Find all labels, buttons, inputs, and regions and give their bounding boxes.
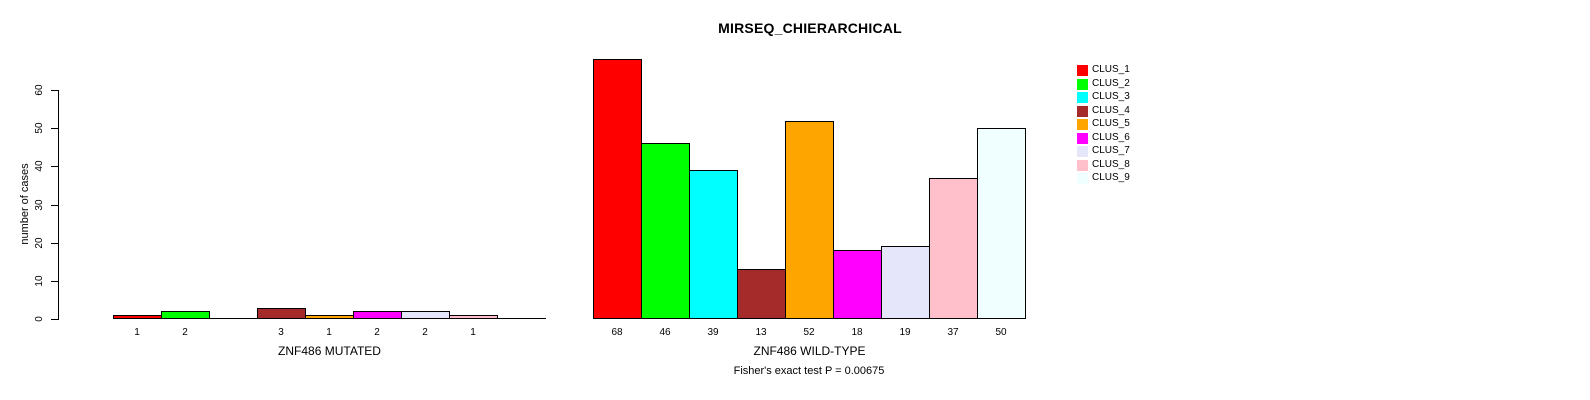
y-tick-20 <box>51 242 58 244</box>
legend-swatch-CLUS_8 <box>1077 159 1088 171</box>
y-tick-60 <box>51 90 58 91</box>
y-tick-30 <box>51 204 58 206</box>
bar-value-0-CLUS_5: 1 <box>326 327 332 338</box>
legend-label-CLUS_4: CLUS_4 <box>1092 104 1130 116</box>
bar-value-0-CLUS_8: 1 <box>470 327 476 338</box>
legend-swatch-CLUS_1 <box>1077 65 1088 76</box>
y-tick-label-60: 60 <box>34 84 45 96</box>
legend-swatch-CLUS_4 <box>1077 105 1088 117</box>
bar-zero-0-CLUS_9 <box>497 318 546 319</box>
bar-value-0-CLUS_6: 2 <box>374 327 380 338</box>
legend-swatch-CLUS_3 <box>1077 92 1088 103</box>
legend-label-CLUS_8: CLUS_8 <box>1092 158 1130 170</box>
legend-label-CLUS_2: CLUS_2 <box>1092 77 1130 89</box>
bar-value-1-CLUS_6: 18 <box>851 327 863 338</box>
bar-1-CLUS_9 <box>977 128 1026 319</box>
legend-label-CLUS_1: CLUS_1 <box>1092 64 1130 75</box>
bar-1-CLUS_3 <box>689 170 738 319</box>
legend-label-CLUS_5: CLUS_5 <box>1092 118 1130 129</box>
bar-value-0-CLUS_7: 2 <box>422 327 428 338</box>
y-tick-label-40: 40 <box>34 160 45 172</box>
y-tick-label-10: 10 <box>34 275 45 287</box>
bar-0-CLUS_6 <box>353 311 402 319</box>
bar-value-0-CLUS_2: 2 <box>182 327 188 338</box>
bar-value-1-CLUS_2: 46 <box>659 327 671 338</box>
chart-title: MIRSEQ_CHIERARCHICAL <box>718 20 902 36</box>
bar-1-CLUS_7 <box>881 246 930 319</box>
x-axis-label-mutated: ZNF486 MUTATED <box>278 344 381 358</box>
bar-value-1-CLUS_7: 19 <box>899 327 911 338</box>
legend-swatch-CLUS_9 <box>1077 173 1088 184</box>
y-tick-label-30: 30 <box>34 198 45 211</box>
legend-swatch-CLUS_7 <box>1077 146 1088 157</box>
bar-value-1-CLUS_5: 52 <box>803 327 815 338</box>
stat-caption: Fisher's exact test P = 0.00675 <box>733 365 885 377</box>
bar-value-0-CLUS_1: 1 <box>134 327 140 338</box>
y-tick-10 <box>51 280 58 282</box>
bar-value-0-CLUS_4: 3 <box>278 327 284 338</box>
bar-0-CLUS_8 <box>449 315 498 319</box>
legend-swatch-CLUS_5 <box>1077 119 1088 130</box>
bar-value-1-CLUS_1: 68 <box>611 327 623 338</box>
bar-value-1-CLUS_3: 39 <box>707 327 719 338</box>
bar-1-CLUS_5 <box>785 120 834 319</box>
y-tick-0 <box>51 319 58 320</box>
bar-1-CLUS_4 <box>737 269 786 319</box>
legend-swatch-CLUS_6 <box>1077 132 1088 144</box>
y-axis-title: number of cases <box>19 163 31 245</box>
bar-value-1-CLUS_9: 50 <box>995 327 1007 338</box>
bar-1-CLUS_2 <box>641 143 690 319</box>
y-tick-40 <box>51 166 58 168</box>
legend-label-CLUS_3: CLUS_3 <box>1092 91 1130 102</box>
y-tick-label-0: 0 <box>34 316 45 322</box>
bar-0-CLUS_4 <box>257 307 306 319</box>
legend-label-CLUS_6: CLUS_6 <box>1092 131 1130 143</box>
bar-0-CLUS_1 <box>113 315 162 319</box>
legend-label-CLUS_9: CLUS_9 <box>1092 172 1130 183</box>
bar-zero-0-CLUS_3 <box>209 318 258 319</box>
legend-swatch-CLUS_2 <box>1077 78 1088 90</box>
y-tick-label-20: 20 <box>34 237 45 249</box>
legend-label-CLUS_7: CLUS_7 <box>1092 145 1130 156</box>
bar-0-CLUS_7 <box>401 311 450 319</box>
bar-1-CLUS_6 <box>833 250 882 319</box>
y-tick-50 <box>51 128 58 130</box>
y-axis-line <box>58 90 59 320</box>
x-axis-label-wildtype: ZNF486 WILD-TYPE <box>753 344 866 358</box>
bar-1-CLUS_8 <box>929 177 978 319</box>
bar-0-CLUS_5 <box>305 315 354 319</box>
bar-value-1-CLUS_4: 13 <box>755 327 767 338</box>
bar-0-CLUS_2 <box>161 311 210 319</box>
y-tick-label-50: 50 <box>34 122 45 134</box>
bar-1-CLUS_1 <box>593 59 642 319</box>
bar-value-1-CLUS_8: 37 <box>947 327 959 338</box>
